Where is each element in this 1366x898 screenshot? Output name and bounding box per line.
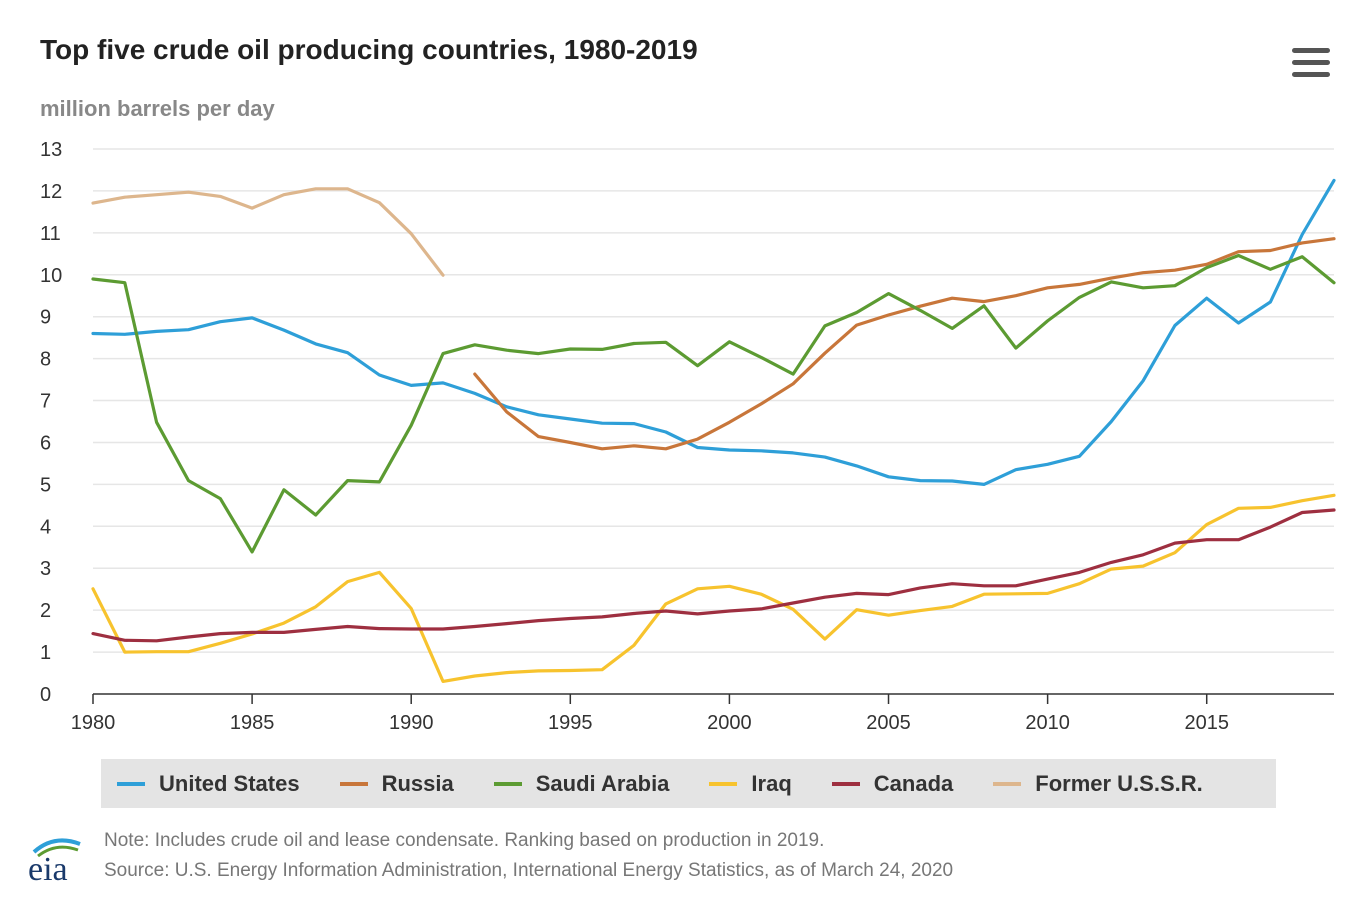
- y-tick-label: 7: [40, 391, 51, 413]
- x-tick-label: 2000: [707, 712, 752, 734]
- legend-swatch: [993, 781, 1022, 786]
- y-tick-label: 9: [40, 307, 51, 329]
- legend-label: Former U.S.S.R.: [1035, 770, 1203, 796]
- x-axis: 1980 1985 1990 1995 2000 2005 2010 2015: [71, 693, 1334, 734]
- x-tick-label: 1985: [230, 712, 275, 734]
- eia-logo: eia: [28, 838, 81, 886]
- series-line-saudi-arabia[interactable]: [91, 253, 1336, 554]
- legend-label: United States: [159, 770, 300, 796]
- y-tick-label: 1: [40, 642, 51, 664]
- legend-label: Saudi Arabia: [535, 770, 670, 796]
- y-tick-label: 6: [40, 432, 51, 454]
- y-tick-label: 5: [40, 474, 51, 496]
- y-tick-label: 8: [40, 349, 51, 371]
- hamburger-menu-icon[interactable]: [1292, 48, 1330, 78]
- series-line-iraq[interactable]: [91, 493, 1336, 683]
- legend-item-united-states[interactable]: United States: [117, 771, 300, 797]
- footer-source: Source: U.S. Energy Information Administ…: [104, 860, 954, 881]
- y-tick-label: 11: [40, 223, 61, 245]
- chart-title: Top five crude oil producing countries, …: [40, 34, 698, 65]
- x-tick-label: 2010: [1025, 712, 1070, 734]
- x-tick-label: 1995: [548, 712, 593, 734]
- y-tick-label: 2: [40, 600, 51, 622]
- y-tick-label: 10: [40, 265, 62, 287]
- legend-swatch: [339, 781, 368, 786]
- series-line-russia[interactable]: [473, 237, 1336, 451]
- x-tick-label: 1980: [71, 712, 116, 734]
- legend-swatch: [493, 781, 522, 786]
- series-line-canada[interactable]: [91, 508, 1336, 643]
- series-lines: [91, 178, 1336, 683]
- legend-item-iraq[interactable]: Iraq: [709, 770, 792, 797]
- footer: Note: Includes crude oil and lease conde…: [104, 826, 953, 886]
- y-axis-unit-label: million barrels per day: [40, 96, 275, 121]
- y-tick-label: 12: [40, 181, 62, 203]
- legend-swatch: [709, 781, 738, 786]
- series-line-united-states[interactable]: [91, 178, 1336, 486]
- eia-logo-text: eia: [28, 851, 68, 886]
- legend-swatch: [831, 781, 860, 786]
- y-tick-label: 0: [40, 684, 51, 706]
- legend-item-saudi-arabia[interactable]: Saudi Arabia: [493, 770, 670, 797]
- legend-item-russia[interactable]: Russia: [339, 770, 454, 797]
- grid-lines: [93, 148, 1334, 653]
- x-tick-label: 1990: [389, 712, 434, 734]
- footer-note: Note: Includes crude oil and lease conde…: [104, 830, 825, 851]
- y-tick-label: 3: [40, 558, 51, 580]
- x-tick-label: 2005: [866, 712, 911, 734]
- y-tick-label: 4: [40, 516, 51, 538]
- legend-swatch: [117, 781, 145, 786]
- legend-label: Canada: [873, 770, 954, 796]
- series-line-former-u-s-s-r[interactable]: [91, 187, 445, 277]
- legend-label: Russia: [381, 770, 454, 796]
- y-tick-label: 13: [40, 139, 62, 161]
- legend-item-canada[interactable]: Canada: [831, 770, 954, 797]
- legend: United States Russia Saudi Arabia Iraq Canad…: [101, 759, 1276, 808]
- x-tick-label: 2015: [1184, 712, 1229, 734]
- legend-label: Iraq: [751, 770, 792, 796]
- legend-item-former-u-s-s-r[interactable]: Former U.S.S.R.: [993, 770, 1203, 797]
